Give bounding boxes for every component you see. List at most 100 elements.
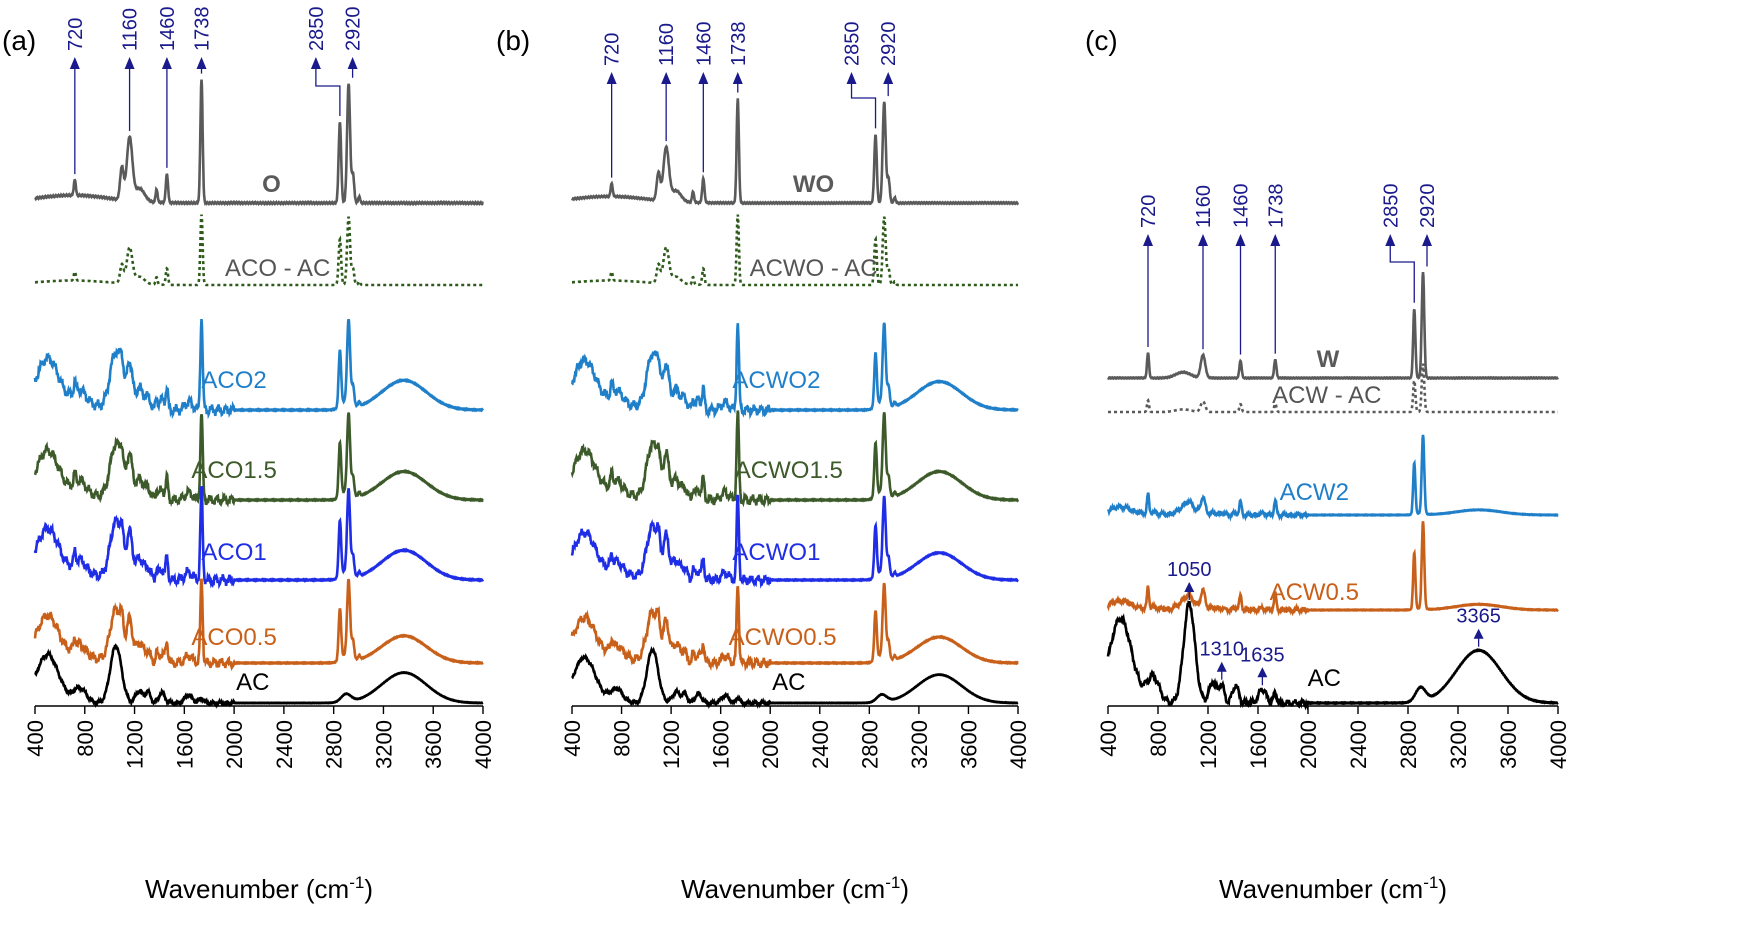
peak-marker-label: 2850 [306, 7, 328, 52]
series-label-acwo1: ACWO1 [732, 539, 820, 566]
series-label-ac: AC [236, 669, 269, 696]
series-line-acw-ac [1108, 363, 1558, 414]
series-line-aco-ac [34, 214, 483, 287]
peak-marker-arrow [661, 72, 672, 84]
x-tick-label: 2000 [758, 720, 783, 769]
x-tick-label: 2800 [857, 720, 882, 769]
peak-annotation-arrow [1184, 582, 1195, 593]
x-tick-label: 400 [23, 720, 48, 757]
x-axis-title: Wavenumber (cm-1) [681, 873, 909, 904]
peak-annotation-label: 1635 [1240, 644, 1285, 666]
peak-annotation-label: 1310 [1200, 639, 1245, 661]
x-tick-label: 2800 [1396, 720, 1421, 769]
series-line-o [34, 79, 484, 207]
peak-marker-line [315, 61, 341, 116]
x-tick-label: 2800 [322, 720, 347, 769]
x-tick-label: 2400 [1346, 720, 1371, 769]
peak-marker-label: 1160 [656, 23, 678, 66]
peak-marker-arrow [732, 72, 743, 84]
series-line-aco2 [33, 318, 485, 420]
series-label-aco0-5: ACO0.5 [191, 624, 276, 651]
x-tick-label: 800 [1146, 720, 1171, 757]
x-tick-label: 2400 [272, 720, 297, 769]
peak-annotation-arrow [1216, 661, 1227, 672]
series-label-acwo-ac: ACWO - AC [750, 255, 878, 282]
peak-marker-arrow [1385, 234, 1396, 246]
series-line-acwo1 [570, 494, 1019, 589]
x-tick-label: 3200 [1446, 720, 1471, 769]
peak-annotation-label: 1050 [1167, 559, 1212, 581]
x-tick-label: 1600 [1246, 720, 1271, 769]
peak-marker-arrow [698, 72, 709, 84]
peak-annotation-arrow [1257, 667, 1268, 678]
series-label-acw-ac: ACW - AC [1272, 382, 1381, 409]
series-line-acw2 [1106, 434, 1559, 522]
series-line-aco1-5 [33, 412, 484, 508]
peak-annotation-label: 3365 [1456, 606, 1501, 628]
peak-marker-label: 720 [65, 18, 87, 51]
peak-marker-label: 1460 [1231, 184, 1253, 229]
series-label-acwo0-5: ACWO0.5 [729, 624, 837, 651]
x-tick-label: 1200 [659, 720, 684, 769]
series-label-ac: AC [772, 669, 805, 696]
series-line-acwo0-5 [570, 582, 1019, 672]
peak-marker-arrow [124, 57, 135, 69]
x-tick-label: 2000 [222, 720, 247, 769]
x-tick-label: 3600 [421, 720, 446, 769]
series-line-aco1 [33, 486, 485, 590]
series-label-acw0-5: ACW0.5 [1270, 579, 1359, 606]
peak-marker-line [1389, 238, 1415, 303]
peak-marker-label: 1160 [1193, 185, 1215, 228]
series-label-aco1-5: ACO1.5 [191, 457, 276, 484]
series-line-ac [1106, 600, 1559, 711]
series-line-wo [570, 98, 1020, 206]
peak-marker-arrow [1270, 234, 1281, 246]
peak-marker-label: 1738 [192, 7, 214, 52]
panel-b: (b) 400 800 1200 1600 2000 2400 2800 3200 3600 400… [496, 22, 1031, 905]
series-label-acw2: ACW2 [1280, 479, 1349, 506]
peak-marker-arrow [69, 57, 80, 69]
x-tick-label: 3200 [371, 720, 396, 769]
series-line-acwo1-5 [570, 410, 1020, 509]
peak-marker-arrow [1198, 234, 1208, 246]
panel-label: (b) [496, 25, 530, 56]
peak-marker-label: 2850 [1380, 184, 1402, 229]
peak-marker-line [850, 76, 877, 129]
x-tick-label: 2400 [808, 720, 833, 769]
peak-marker-label: 720 [602, 33, 624, 66]
series-label-wo: WO [793, 171, 834, 198]
series-line-aco0-5 [33, 578, 484, 672]
x-tick-label: 3600 [956, 720, 981, 769]
peak-marker-arrow [1422, 234, 1432, 246]
series-label-aco-ac: ACO - AC [225, 255, 330, 282]
panel-label: (c) [1085, 25, 1118, 56]
peak-marker-arrow [347, 57, 358, 69]
x-tick-label: 800 [73, 720, 98, 757]
series-line-acwo2 [571, 322, 1019, 420]
peak-marker-arrow [1143, 234, 1153, 246]
peak-marker-arrow [1235, 234, 1246, 246]
series-label-aco1: ACO1 [201, 539, 266, 566]
peak-marker-label: 720 [1138, 195, 1160, 228]
x-tick-label: 4000 [1006, 720, 1031, 769]
peak-marker-label: 2850 [842, 22, 864, 67]
series-label-acwo1-5: ACWO1.5 [735, 457, 843, 484]
peak-marker-label: 2920 [1417, 184, 1439, 229]
peak-marker-label: 2920 [878, 22, 900, 67]
series-label-ac: AC [1308, 665, 1341, 692]
x-tick-label: 400 [1096, 720, 1121, 757]
panel-c: (c) 400 800 1200 1600 2000 2400 2800 3200 3600 400… [1085, 25, 1571, 904]
series-line-acw0-5 [1106, 521, 1559, 617]
peak-marker-label: 1738 [728, 22, 750, 67]
peak-marker-label: 1460 [157, 7, 179, 52]
peak-marker-arrow [310, 57, 321, 69]
peak-marker-arrow [196, 57, 207, 69]
x-tick-label: 3200 [907, 720, 932, 769]
x-tick-label: 2000 [1296, 720, 1321, 769]
x-tick-label: 4000 [1546, 720, 1571, 769]
series-label-w: W [1317, 346, 1340, 373]
panel-a: (a) 400 800 1200 1600 2000 2400 2800 3200 3600 400… [2, 7, 496, 905]
x-tick-label: 1200 [1196, 720, 1221, 769]
series-line-ac [34, 643, 484, 709]
